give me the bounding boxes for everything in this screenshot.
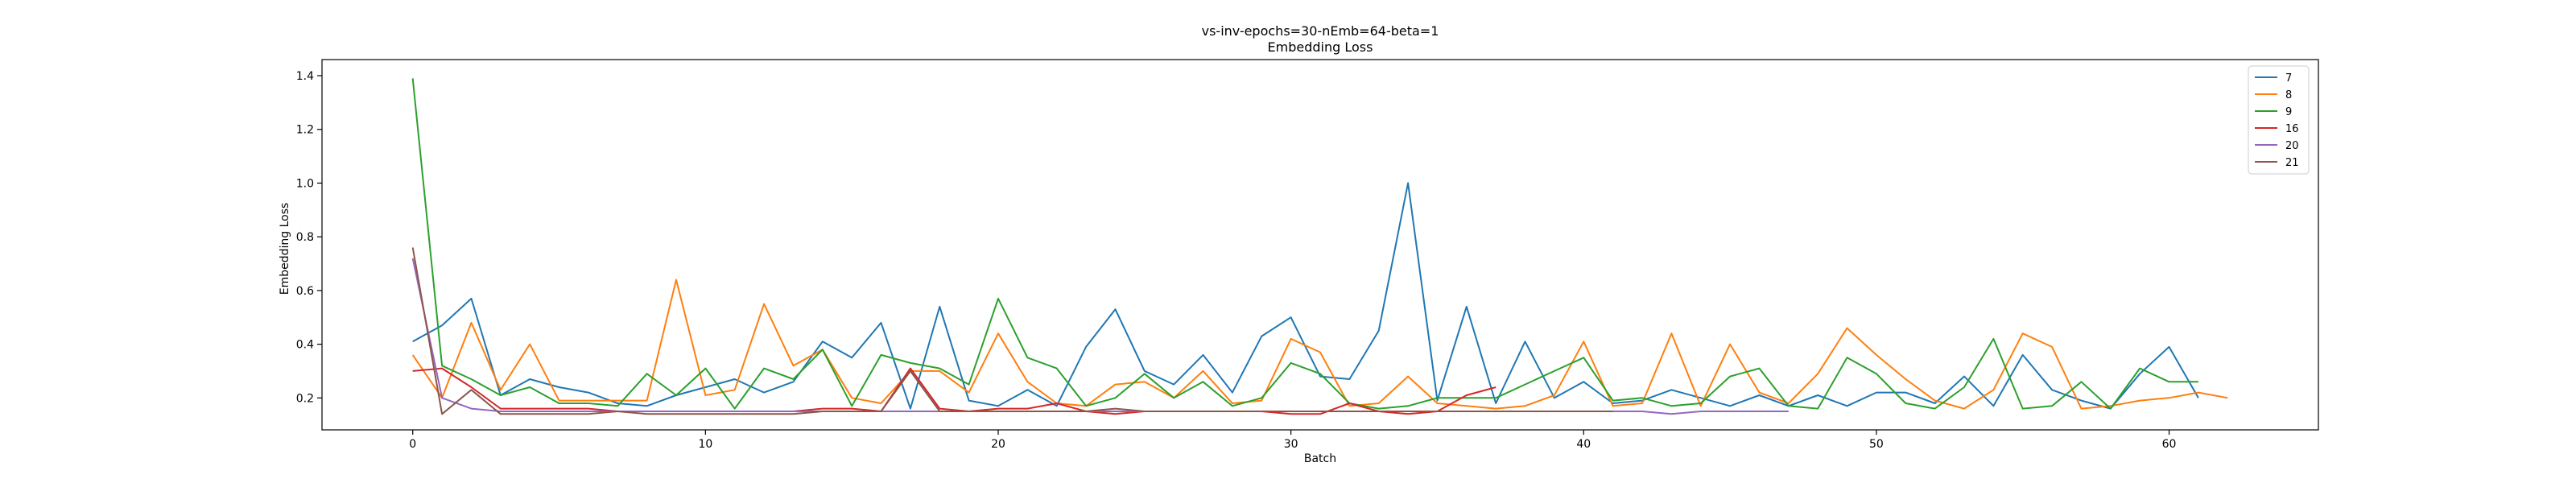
series-line-9: [411, 78, 2198, 410]
legend-label: 8: [2285, 89, 2292, 101]
x-tick-label: 10: [698, 438, 712, 451]
legend-item-8: 8: [2255, 89, 2292, 101]
x-axis-label: Batch: [1304, 452, 1336, 465]
series-line-7: [412, 182, 2199, 410]
legend-label: 7: [2285, 72, 2292, 85]
plot-area: 0 10 20 30 40 50 60 0.2 0.4 0.6 0.8 1.0 1.2 1.4 7 8 9 16 2…: [296, 59, 2319, 451]
chart-subtitle: Embedding Loss: [1268, 39, 1373, 55]
y-tick-label: 0.4: [296, 339, 314, 352]
legend-item-20: 20: [2255, 140, 2299, 152]
plot-frame: [321, 59, 2319, 431]
y-axis-label: Embedding Loss: [279, 203, 291, 295]
legend-box: [2248, 65, 2310, 175]
legend-label: 20: [2285, 140, 2299, 152]
x-tick-label: 30: [1284, 438, 1298, 451]
x-tick-label: 0: [409, 438, 416, 451]
series-line-16: [412, 367, 1496, 415]
legend-item-16: 16: [2255, 123, 2299, 135]
legend-label: 9: [2285, 106, 2292, 118]
series-line-20: [411, 258, 1789, 415]
y-tick-label: 0.2: [296, 392, 314, 405]
y-tick-label: 1.4: [296, 70, 314, 83]
legend-item-21: 21: [2255, 157, 2299, 169]
y-tick-label: 1.2: [296, 124, 314, 137]
x-tick-label: 60: [2162, 438, 2177, 451]
legend-label: 16: [2285, 123, 2299, 135]
x-tick-label: 40: [1576, 438, 1591, 451]
legend-item-9: 9: [2255, 106, 2292, 118]
series-line-21: [411, 247, 1613, 415]
y-tick-label: 1.0: [296, 177, 314, 190]
legend-label: 21: [2285, 157, 2299, 169]
legend: 7 8 9 16 20 21: [2248, 65, 2310, 175]
chart-title: vs-inv-epochs=30-nEmb=64-beta=1: [1202, 23, 1439, 39]
x-tick-label: 50: [1869, 438, 1884, 451]
x-tick-label: 20: [991, 438, 1005, 451]
legend-item-7: 7: [2255, 72, 2292, 85]
y-tick-label: 0.8: [296, 231, 314, 244]
series-line-8: [411, 279, 2228, 410]
y-tick-label: 0.6: [296, 285, 314, 298]
